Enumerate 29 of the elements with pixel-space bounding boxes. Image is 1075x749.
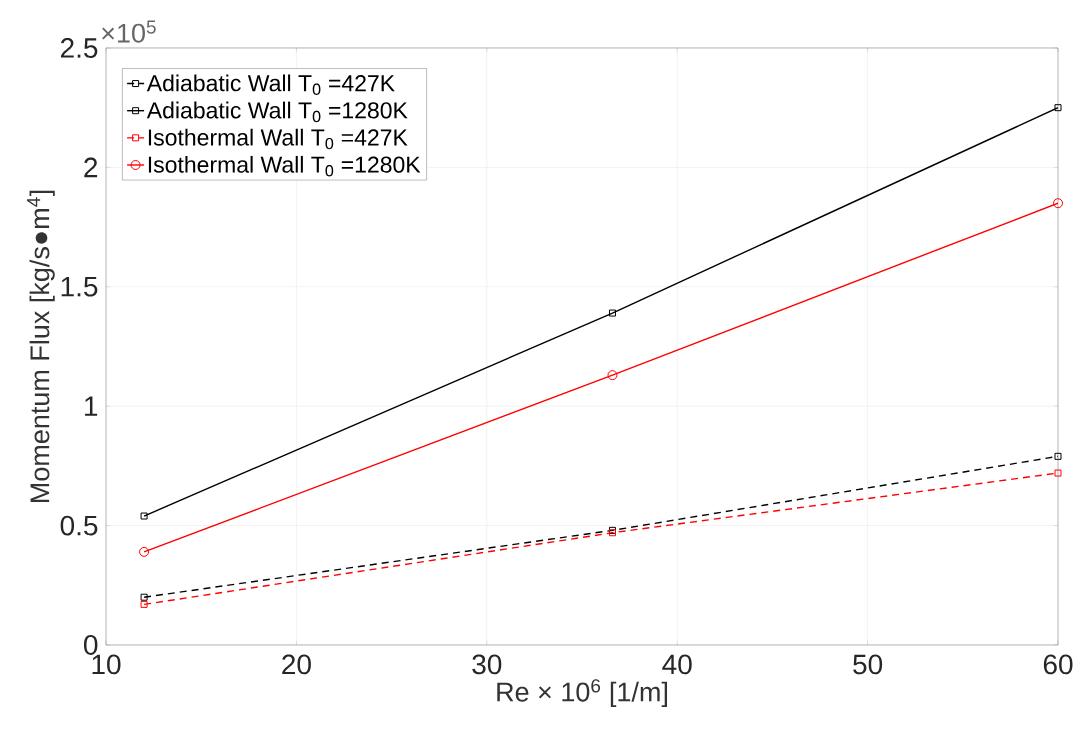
point	[608, 309, 616, 317]
point	[140, 512, 148, 520]
point	[607, 370, 618, 381]
x-axis-title: Re × 10$^{6}$ [1/m]	[497, 679, 668, 707]
x-tick-label: 60	[1043, 654, 1073, 675]
x-tick-label: 20	[282, 654, 311, 675]
legend-label: Adiabatic Wall T$_{0}$ =427K	[146, 74, 395, 96]
y-tick-label: 2.5	[60, 38, 98, 58]
x-tick-label: 10	[92, 654, 121, 675]
point	[1054, 452, 1062, 460]
point	[1054, 104, 1062, 112]
y-axis-title: Momentum Flux [kg/s●m$^{4}$]	[27, 190, 55, 502]
point	[1053, 198, 1064, 209]
text: ×10$^{5}$	[102, 20, 156, 43]
point	[140, 600, 148, 608]
x-tick-label: 40	[662, 654, 692, 675]
legend-label: Adiabatic Wall T$_{0}$ =1280K	[146, 101, 408, 123]
y-tick-label: 2	[84, 157, 98, 178]
x-tick-label: 30	[472, 654, 502, 675]
legend-label: Isothermal Wall T$_{0}$ =427K	[148, 128, 408, 150]
y-tick-label: 0.5	[60, 515, 98, 536]
legend-label: Isothermal Wall T$_{0}$ =1280K	[148, 155, 421, 177]
y-tick-label: 0	[84, 635, 98, 655]
y-tick-label: 1	[85, 396, 98, 416]
x-tick-label: 50	[853, 654, 883, 675]
point	[139, 546, 150, 557]
point	[140, 593, 148, 601]
y-tick-label: 1.5	[61, 277, 98, 297]
point	[1054, 469, 1062, 477]
